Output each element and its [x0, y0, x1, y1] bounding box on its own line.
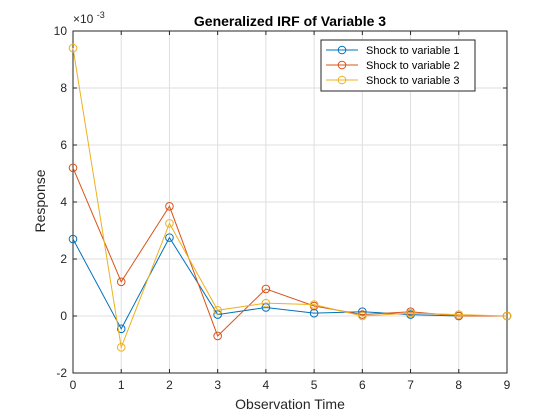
- data-point: [116, 343, 126, 352]
- x-tick-label: 0: [70, 378, 77, 392]
- data-point: [358, 311, 367, 321]
- legend-item: Shock to variable 3: [326, 75, 460, 87]
- legend-label: Shock to variable 1: [366, 45, 460, 57]
- x-tick-label: 1: [118, 378, 125, 392]
- series-line: [72, 48, 508, 350]
- y-tick-label: 8: [60, 81, 67, 95]
- y-tick-label: 0: [60, 309, 67, 323]
- data-point: [165, 219, 174, 228]
- data-point: [213, 331, 222, 341]
- series-3: [68, 43, 512, 352]
- y-tick-label: 2: [60, 252, 67, 266]
- data-point: [213, 306, 222, 315]
- y-tick-label: 10: [54, 24, 68, 38]
- x-axis-label: Observation Time: [235, 396, 345, 412]
- data-point: [116, 324, 126, 334]
- svg-text:×10 -3: ×10 -3: [73, 10, 105, 26]
- y-exponent-base: ×10: [73, 12, 94, 26]
- y-axis-exponent: ×10 -3: [73, 10, 105, 26]
- chart-title: Generalized IRF of Variable 3: [194, 13, 386, 29]
- legend: Shock to variable 1 Shock to variable 2 Sh…: [320, 39, 476, 92]
- axes: [72, 30, 508, 374]
- legend-label: Shock to variable 3: [366, 75, 460, 87]
- data-point: [68, 163, 78, 173]
- legend-marker: [337, 75, 347, 85]
- data-point: [406, 308, 415, 318]
- series-lines: [68, 43, 512, 352]
- legend-label: Shock to variable 2: [366, 60, 460, 72]
- data-point: [68, 234, 78, 244]
- x-tick-label: 9: [504, 378, 511, 392]
- data-point: [116, 277, 126, 287]
- data-point: [502, 311, 512, 321]
- x-tick-label: 7: [407, 378, 414, 392]
- legend-item: Shock to variable 1: [326, 45, 460, 57]
- y-axis-label: Response: [32, 169, 48, 232]
- x-tick-label: 5: [311, 378, 318, 392]
- series-line: [72, 236, 507, 330]
- x-tick-label: 2: [166, 378, 173, 392]
- x-tick-label: 8: [455, 378, 462, 392]
- data-point: [261, 284, 271, 294]
- data-point: [309, 300, 319, 309]
- data-point: [261, 298, 271, 308]
- x-tick-label: 3: [214, 378, 221, 392]
- data-point: [454, 310, 464, 319]
- data-point: [165, 233, 174, 242]
- legend-marker: [337, 45, 347, 55]
- x-tick-label: 6: [359, 378, 366, 392]
- data-point: [68, 43, 78, 53]
- y-tick-label: 4: [60, 195, 67, 209]
- legend-item: Shock to variable 2: [326, 60, 460, 72]
- data-point: [165, 201, 174, 211]
- legend-marker: [337, 60, 347, 70]
- y-tick-label: -2: [56, 366, 67, 380]
- x-tick-label: 4: [263, 378, 270, 392]
- y-tick-label: 6: [60, 138, 67, 152]
- y-exponent-power: -3: [97, 10, 105, 20]
